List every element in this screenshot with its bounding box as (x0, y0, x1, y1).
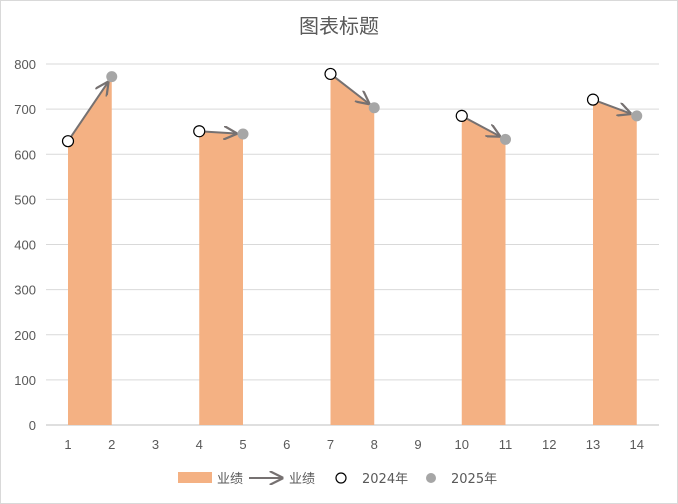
x-tick-label: 7 (327, 437, 334, 452)
y-tick-label: 400 (14, 238, 36, 253)
x-tick-label: 9 (414, 437, 421, 452)
x-tick-label: 10 (455, 437, 469, 452)
y-tick-label: 800 (14, 57, 36, 72)
y-tick-label: 500 (14, 192, 36, 207)
y-tick-label: 0 (29, 418, 36, 433)
x-tick-label: 1 (64, 437, 71, 452)
point-2024 (61, 135, 75, 148)
x-tick-label: 4 (196, 437, 203, 452)
area-segment (68, 76, 112, 425)
change-arrow (70, 82, 107, 137)
legend-swatch-2024 (335, 472, 347, 484)
y-tick-label: 300 (14, 283, 36, 298)
y-tick-label: 700 (14, 102, 36, 117)
point-2025 (106, 71, 118, 83)
x-tick-label: 8 (371, 437, 378, 452)
legend-swatch-area (178, 472, 212, 483)
y-tick-label: 200 (14, 328, 36, 343)
point-2024 (193, 125, 206, 138)
area-segment (461, 115, 506, 426)
area-segment (199, 131, 243, 425)
change-arrow (334, 76, 368, 104)
point-2025 (368, 102, 380, 114)
point-2025 (631, 110, 643, 122)
change-arrow (598, 100, 631, 114)
point-2025 (500, 133, 511, 145)
y-tick-label: 100 (14, 373, 36, 388)
legend-label-area: 业绩 (217, 472, 243, 487)
area-segment (593, 99, 637, 426)
x-tick-label: 3 (152, 437, 159, 452)
change-arrow (205, 132, 236, 134)
x-tick-label: 5 (239, 437, 246, 452)
x-tick-label: 13 (586, 437, 600, 452)
legend-swatch-2025 (426, 473, 436, 483)
legend-label-arrow: 业绩 (289, 472, 315, 487)
x-tick-label: 2 (108, 437, 115, 452)
x-tick-label: 12 (542, 437, 556, 452)
point-2024 (586, 93, 600, 106)
y-tick-label: 600 (14, 147, 36, 162)
x-tick-label: 11 (499, 437, 513, 452)
point-2025 (237, 128, 249, 140)
chart-title: 图表标题 (299, 14, 379, 38)
legend-label-2024: 2024年 (362, 472, 408, 487)
x-tick-label: 6 (283, 437, 290, 452)
area-segment (330, 73, 375, 426)
legend-label-2025: 2025年 (451, 472, 497, 487)
change-arrow (466, 117, 499, 136)
x-tick-label: 14 (630, 437, 644, 452)
point-2024 (324, 67, 337, 81)
point-2024 (455, 109, 468, 122)
